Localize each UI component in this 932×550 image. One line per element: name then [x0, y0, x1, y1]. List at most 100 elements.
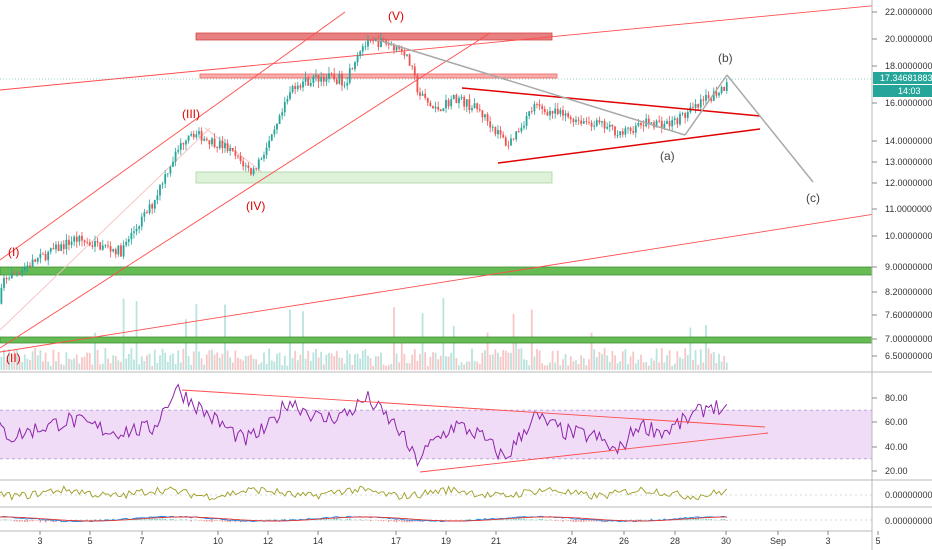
osc2-histogram-bar — [697, 518, 699, 521]
rsi-axis[interactable]: 80.00 60.00 40.00 20.00 — [872, 393, 908, 476]
oscillator-pane-2[interactable] — [0, 515, 872, 523]
candle-body — [39, 253, 42, 259]
volume-bar — [520, 348, 523, 370]
volume-bar — [429, 357, 432, 370]
volume-bar — [463, 364, 466, 370]
volume-bar — [190, 365, 193, 370]
volume-bar — [497, 352, 499, 370]
candle-body — [213, 138, 216, 148]
candle-body — [445, 100, 447, 109]
osc2-histogram-bar — [278, 520, 281, 521]
volume-bar — [673, 363, 676, 370]
candle-body — [198, 131, 200, 135]
osc2-histogram-bar — [320, 519, 322, 521]
candle-body — [372, 40, 375, 42]
oscillator-axis[interactable]: 0.00000000 0.00000000 — [885, 490, 932, 526]
time-tick-label: 3 — [37, 536, 42, 546]
volume-bar — [653, 360, 655, 370]
osc2-histogram-bar — [403, 520, 406, 523]
volume-bar — [543, 365, 546, 370]
time-tick-label: 21 — [491, 536, 501, 546]
volume-bar — [426, 365, 429, 370]
volume-bar — [42, 361, 44, 370]
volume-bar — [484, 350, 486, 370]
volume-bar — [29, 360, 31, 370]
volume-bar — [452, 325, 455, 370]
volume-bar — [575, 360, 577, 370]
volume-bar — [208, 350, 211, 370]
candle-body — [309, 83, 312, 86]
volume-bar — [556, 350, 559, 370]
osc2-histogram-bar — [497, 519, 499, 521]
candle-body — [182, 143, 185, 145]
channel-line — [0, 5, 872, 91]
rsi-tick-label: 20.00 — [885, 466, 908, 476]
osc2-histogram-bar — [88, 520, 91, 521]
candle-body — [257, 159, 260, 169]
candle-body — [502, 134, 505, 138]
osc2-histogram-bar — [29, 520, 31, 522]
price-pane[interactable]: (I) (II) (III) (IV) (V) (a) (b) (c) — [0, 0, 932, 370]
candle-body — [68, 239, 70, 245]
volume-bar — [49, 365, 52, 370]
volume-bar — [114, 355, 117, 370]
volume-bar — [153, 349, 156, 370]
candle-body — [595, 120, 598, 126]
volume-bar — [133, 359, 135, 370]
volume-bar — [559, 365, 562, 370]
candle-body — [286, 98, 289, 102]
candle-body — [416, 75, 419, 93]
volume-bar — [624, 349, 627, 370]
rsi-pane[interactable] — [0, 383, 872, 473]
candle-body — [504, 137, 507, 146]
volume-bar — [694, 349, 697, 370]
osc2-histogram-bar — [393, 520, 395, 522]
volume-bar — [663, 362, 666, 370]
triangle-pattern — [377, 39, 761, 164]
osc2-histogram-bar — [169, 518, 172, 521]
candle-body — [481, 110, 484, 118]
wave-label-iii: (III) — [182, 107, 200, 121]
time-tick-label: 19 — [441, 536, 451, 546]
volume-bar — [296, 360, 299, 370]
volume-bar — [465, 361, 468, 370]
volume-bar — [645, 362, 648, 370]
candle-body — [237, 155, 239, 157]
time-tick-label: 28 — [670, 536, 680, 546]
candle-body — [21, 270, 24, 274]
osc2-histogram-bar — [536, 519, 538, 521]
volume-bar — [486, 332, 489, 370]
candle-body — [684, 113, 687, 118]
candle-body — [614, 126, 616, 136]
candle-body — [229, 148, 232, 152]
volume-bar — [569, 356, 572, 370]
volume-bar — [671, 365, 674, 370]
candle-body — [109, 246, 112, 252]
osc2-zero-tick: 0.00000000 — [885, 516, 932, 526]
volume-bar — [21, 361, 24, 370]
time-axis[interactable]: 3 5 7 10 12 14 17 19 21 24 26 28 30 Sep 3 5 — [37, 531, 881, 546]
candle-body — [107, 245, 109, 247]
osc2-histogram-bar — [562, 520, 564, 522]
volume-bar — [356, 353, 359, 370]
volume-bar — [608, 361, 611, 370]
volume-bar — [330, 353, 333, 370]
osc2-histogram-bar — [31, 520, 34, 522]
volume-bar — [629, 356, 632, 370]
volume-bar — [185, 319, 187, 370]
candle-body — [637, 122, 640, 126]
volume-bar — [499, 356, 502, 370]
volume-bar — [247, 355, 250, 370]
candle-body — [151, 204, 154, 209]
osc2-histogram-bar — [268, 519, 270, 521]
volume-bar — [320, 351, 323, 370]
osc2-histogram-bar — [590, 520, 593, 522]
price-axis[interactable]: 22.00000000 20.00000000 18.00000000 16.0000… — [872, 7, 932, 361]
support-band-lower — [0, 336, 872, 344]
candle-body — [593, 125, 596, 127]
oscillator-pane-1[interactable] — [0, 485, 872, 501]
osc2-histogram-bar — [348, 518, 351, 521]
osc2-histogram-bar — [270, 520, 273, 521]
wave-a-line — [377, 39, 686, 136]
